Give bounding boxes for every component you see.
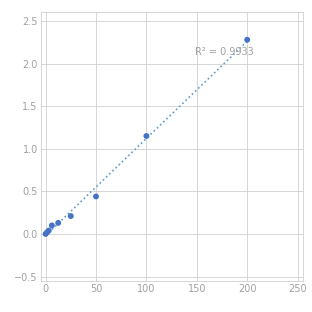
- Point: [245, 37, 250, 42]
- Point: [68, 214, 73, 219]
- Point: [94, 194, 99, 199]
- Point: [49, 223, 54, 228]
- Point: [144, 134, 149, 139]
- Point: [46, 228, 51, 233]
- Point: [43, 232, 48, 236]
- Point: [45, 230, 50, 235]
- Point: [56, 220, 61, 225]
- Text: R² = 0.9933: R² = 0.9933: [195, 47, 254, 57]
